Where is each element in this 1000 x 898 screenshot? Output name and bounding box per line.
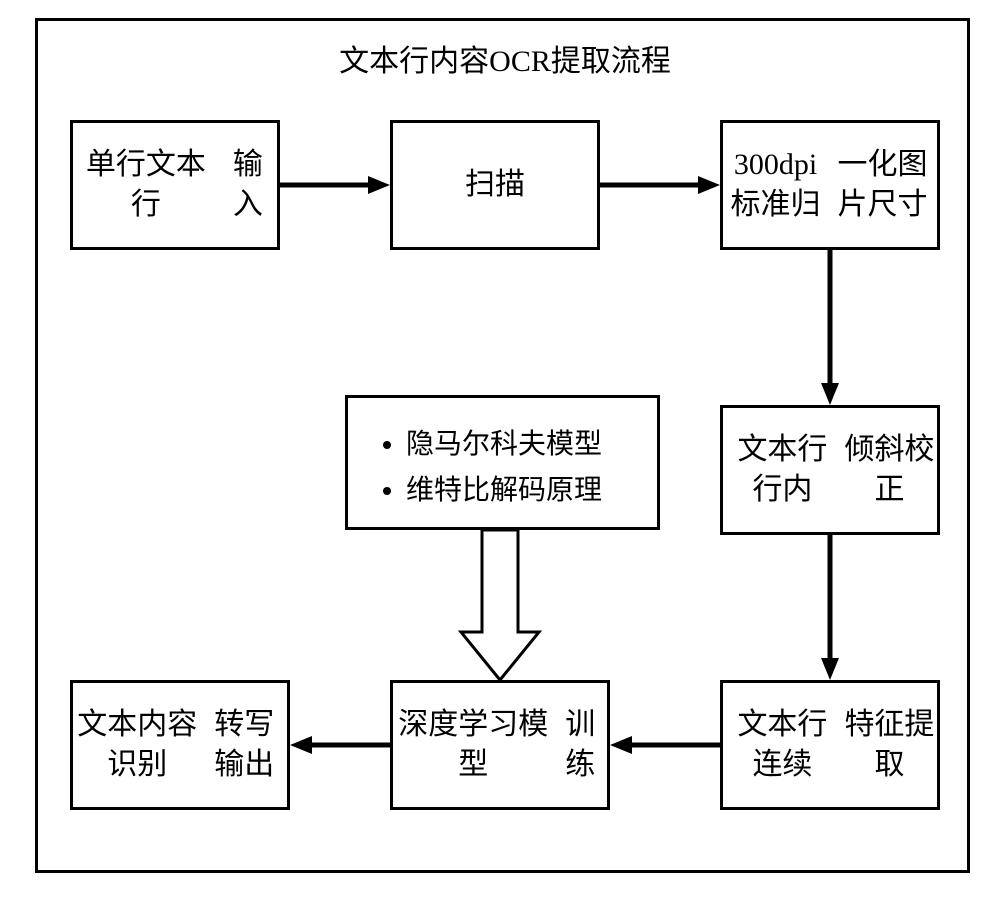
node-input-text-line: 单行文本行输入: [70, 120, 280, 250]
note-methods-list: 隐马尔科夫模型 维特比解码原理: [378, 422, 637, 508]
node-output-transcription: 文本内容识别转写输出: [70, 680, 290, 810]
note-item-hmm: 隐马尔科夫模型: [406, 422, 637, 462]
note-item-viterbi: 维特比解码原理: [406, 468, 637, 508]
note-methods-box: 隐马尔科夫模型 维特比解码原理: [345, 395, 660, 530]
node-normalize-300dpi: 300dpi标准归一化图片尺寸: [720, 120, 940, 250]
node-skew-correction: 文本行行内倾斜校正: [720, 405, 940, 535]
flow-title-text: 文本行内容OCR提取流程: [339, 45, 671, 78]
node-deep-learning-train: 深度学习模型训练: [390, 680, 610, 810]
diagram-canvas: 文本行内容OCR提取流程 单行文本行输入 扫描 300dpi标准归一化图片尺寸 …: [0, 0, 1000, 898]
node-scan: 扫描: [390, 120, 600, 250]
node-feature-extraction: 文本行连续特征提取: [720, 680, 940, 810]
flow-title: 文本行内容OCR提取流程: [310, 36, 700, 80]
